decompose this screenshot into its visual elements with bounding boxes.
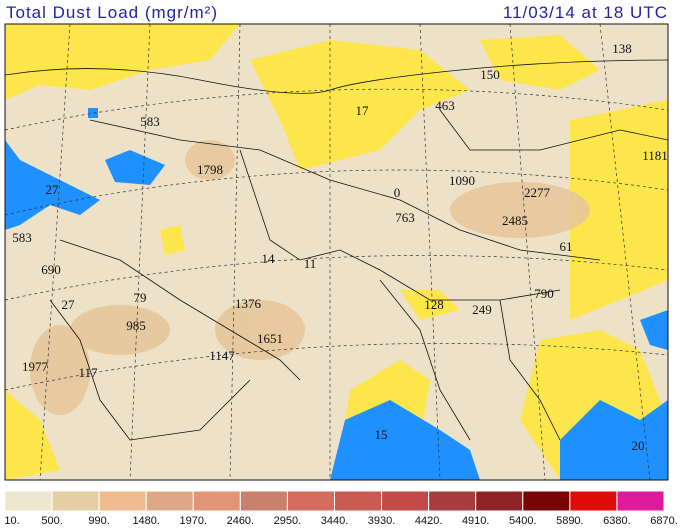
colorbar-label: 990. <box>88 515 109 527</box>
map-value-label: 20 <box>632 438 645 453</box>
map-value-label: 690 <box>41 262 61 277</box>
colorbar-label: 3440. <box>321 515 349 527</box>
date: 11/03/14 at 18 UTC <box>503 3 668 22</box>
map-value-label: 1147 <box>209 348 235 363</box>
map-value-label: 249 <box>472 302 492 317</box>
colorbar-label: 6380. <box>603 515 631 527</box>
water <box>5 108 668 480</box>
map: 138 150 17 463 583 1798 1181 1090 0 2277 27 763 2485… <box>4 23 669 481</box>
map-value-label: 463 <box>435 98 455 113</box>
map-value-label: 985 <box>126 318 146 333</box>
colorbar-swatch <box>145 490 194 512</box>
map-value-label: 117 <box>78 365 98 380</box>
colorbar-label: 500. <box>41 515 62 527</box>
map-value-label: 138 <box>612 41 632 56</box>
colorbar-label: 2950. <box>274 515 302 527</box>
map-value-label: 14 <box>262 251 276 266</box>
map-value-label: 15 <box>375 427 388 442</box>
map-value-label: 27 <box>46 182 60 197</box>
title: Total Dust Load (mgr/m²) <box>6 3 218 22</box>
map-value-label: 1181 <box>642 148 668 163</box>
colorbar-label: 4420. <box>415 515 443 527</box>
colorbar-swatch <box>522 490 571 512</box>
map-value-label: 150 <box>480 67 500 82</box>
colorbar-swatch <box>428 490 477 512</box>
map-value-label: 1651 <box>257 331 283 346</box>
map-frame <box>4 23 669 481</box>
map-value-label: 2277 <box>524 185 551 200</box>
colorbar-swatch <box>334 490 383 512</box>
colorbar-swatch <box>192 490 241 512</box>
colorbar: 10. 500. 990. 1480. 1970. 2460. 2950. 3440. 3930… <box>4 490 678 527</box>
colorbar-swatch <box>381 490 430 512</box>
map-value-label: 61 <box>560 239 573 254</box>
colorbar-swatch <box>475 490 524 512</box>
borders <box>5 59 668 441</box>
map-value-label: 17 <box>356 103 370 118</box>
map-value-label: 1977 <box>22 359 49 374</box>
map-value-label: 583 <box>140 114 160 129</box>
moderate-dust-areas <box>30 140 590 415</box>
colorbar-label: 2460. <box>227 515 255 527</box>
map-value-label: 0 <box>394 185 401 200</box>
map-value-label: 1376 <box>235 296 262 311</box>
colorbar-label: 1480. <box>132 515 160 527</box>
colorbar-swatch <box>98 490 147 512</box>
graticule <box>5 24 668 480</box>
colorbar-label: 5400. <box>509 515 537 527</box>
colorbar-label: 5890. <box>556 515 584 527</box>
map-labels: 138 150 17 463 583 1798 1181 1090 0 2277 27 763 2485… <box>12 41 668 453</box>
colorbar-swatch <box>239 490 288 512</box>
map-value-label: 763 <box>395 210 415 225</box>
colorbar-swatch <box>616 490 665 512</box>
colorbar-label: 1970. <box>180 515 208 527</box>
map-value-label: 790 <box>534 286 554 301</box>
map-value-label: 2485 <box>502 213 528 228</box>
colorbar-label: 3930. <box>368 515 396 527</box>
colorbar-label: 10. <box>4 515 19 527</box>
map-value-label: 11 <box>304 256 317 271</box>
map-value-label: 583 <box>12 230 32 245</box>
map-value-label: 1090 <box>449 173 475 188</box>
low-dust-areas <box>5 24 668 480</box>
colorbar-swatch <box>569 490 618 512</box>
colorbar-label: 6870. <box>650 515 678 527</box>
map-value-label: 1798 <box>197 162 223 177</box>
map-value-label: 27 <box>62 297 76 312</box>
map-value-label: 128 <box>424 297 444 312</box>
colorbar-swatch <box>4 490 53 512</box>
colorbar-swatch <box>286 490 335 512</box>
map-value-label: 79 <box>134 290 147 305</box>
colorbar-swatch <box>51 490 100 512</box>
colorbar-label: 4910. <box>462 515 490 527</box>
